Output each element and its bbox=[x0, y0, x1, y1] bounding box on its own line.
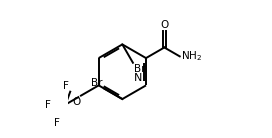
Text: F: F bbox=[63, 81, 69, 91]
Text: N: N bbox=[134, 73, 143, 83]
Text: NH$_2$: NH$_2$ bbox=[181, 49, 202, 63]
Text: F: F bbox=[54, 118, 60, 128]
Text: O: O bbox=[72, 97, 80, 107]
Text: Br: Br bbox=[134, 64, 145, 74]
Text: O: O bbox=[160, 20, 168, 30]
Text: Br: Br bbox=[91, 78, 103, 88]
Text: F: F bbox=[45, 99, 51, 110]
